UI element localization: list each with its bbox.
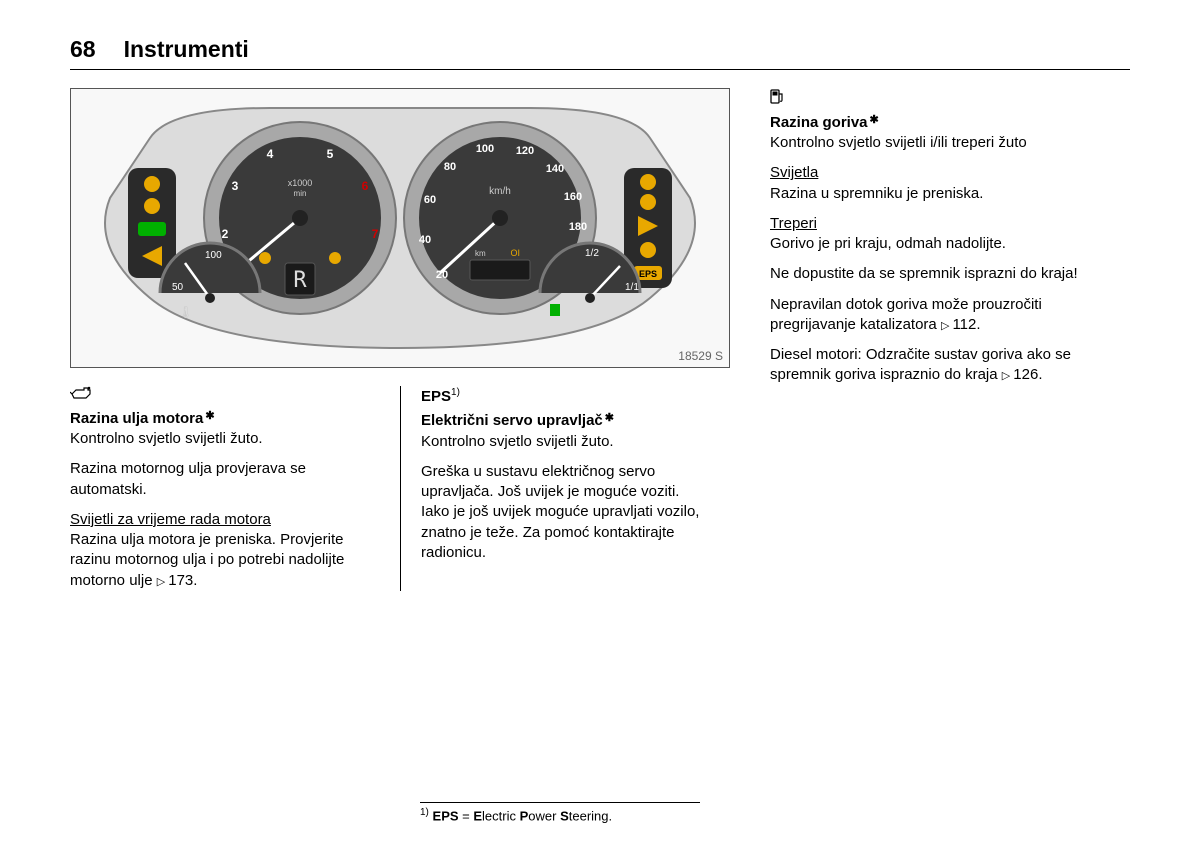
engine-icon xyxy=(144,198,160,214)
fuel-p2: Gorivo je pri kraju, odmah nadolijte. xyxy=(770,234,1110,254)
fuel-pump-icon xyxy=(550,304,560,316)
eps-label: EPS1) xyxy=(421,386,710,407)
fuel-sub2: Treperi xyxy=(770,214,1110,234)
fuel-p4: Nepravilan dotok goriva može prouzročiti… xyxy=(770,295,1110,336)
svg-text:4: 4 xyxy=(267,147,274,161)
eps-p1: Greška u sustavu električnog servo uprav… xyxy=(421,462,710,563)
svg-text:1/2: 1/2 xyxy=(585,248,599,259)
column-fuel: Razina goriva Kontrolno svjetlo svijetli… xyxy=(750,88,1110,591)
instrument-cluster-figure: EPS 1 2 3 4 xyxy=(70,88,730,368)
fuel-p5: Diesel motori: Odzračite sustav goriva a… xyxy=(770,345,1110,386)
cluster-svg: EPS 1 2 3 4 xyxy=(90,98,710,358)
oil-title: Razina ulja motora xyxy=(70,409,380,429)
figure-label: 18529 S xyxy=(678,349,723,363)
fuel-pump-icon xyxy=(770,88,1110,109)
page-header: 68 Instrumenti xyxy=(70,36,1130,70)
svg-text:min: min xyxy=(294,189,307,198)
svg-text:EPS: EPS xyxy=(639,269,657,279)
oil-p2: Razina ulja motora je preniska. Provjeri… xyxy=(70,530,380,591)
svg-text:160: 160 xyxy=(564,191,582,203)
oil-can-icon xyxy=(70,386,380,405)
column-eps: EPS1) Električni servo upravljač Kontrol… xyxy=(400,386,730,591)
svg-text:60: 60 xyxy=(424,194,436,206)
footnote: 1) EPS = Electric Power Steering. xyxy=(420,802,700,823)
belt-icon xyxy=(640,242,656,258)
text-columns: Razina ulja motora Kontrolno svjetlo svi… xyxy=(70,386,750,591)
svg-text:120: 120 xyxy=(516,145,534,157)
svg-text:100: 100 xyxy=(476,143,494,155)
svg-text:40: 40 xyxy=(419,234,431,246)
svg-text:3: 3 xyxy=(232,179,239,193)
oil-can-icon xyxy=(144,176,160,192)
svg-text:1/1: 1/1 xyxy=(625,282,639,293)
svg-text:2: 2 xyxy=(222,227,229,241)
svg-text:20: 20 xyxy=(436,269,448,281)
eco-icon xyxy=(138,222,166,236)
oil-p1: Razina motornog ulja provjerava se autom… xyxy=(70,459,380,500)
content-area: EPS 1 2 3 4 xyxy=(70,88,1130,591)
fuel-sub1: Svijetla xyxy=(770,163,1110,183)
svg-text:180: 180 xyxy=(569,221,587,233)
svg-text:🌡: 🌡 xyxy=(178,305,193,319)
fuel-p3: Ne dopustite da se spremnik isprazni do … xyxy=(770,264,1110,284)
svg-text:OI: OI xyxy=(510,248,520,258)
column-oil: Razina ulja motora Kontrolno svjetlo svi… xyxy=(70,386,400,591)
svg-text:x1000: x1000 xyxy=(288,178,313,188)
eps-title: Električni servo upravljač xyxy=(421,411,710,431)
fuel-line1: Kontrolno svjetlo svijetli i/ili treperi… xyxy=(770,133,1110,153)
svg-text:R: R xyxy=(293,268,307,293)
page-number: 68 xyxy=(70,36,96,63)
abs-icon xyxy=(259,252,271,264)
left-column-block: EPS 1 2 3 4 xyxy=(70,88,750,591)
svg-text:50: 50 xyxy=(172,282,184,293)
oil-line1: Kontrolno svjetlo svijetli žuto. xyxy=(70,429,380,449)
svg-text:5: 5 xyxy=(327,147,334,161)
svg-text:km/h: km/h xyxy=(489,186,511,197)
oil-sub1: Svijetli za vrijeme rada motora xyxy=(70,510,380,530)
airbag-icon xyxy=(329,252,341,264)
page-title: Instrumenti xyxy=(124,36,249,63)
svg-text:6: 6 xyxy=(362,179,369,193)
fuel-p1: Razina u spremniku je preniska. xyxy=(770,184,1110,204)
fuel-title: Razina goriva xyxy=(770,113,1110,133)
engine-warn-icon xyxy=(640,174,656,190)
svg-text:80: 80 xyxy=(444,161,456,173)
brake-icon xyxy=(640,194,656,210)
svg-text:7: 7 xyxy=(372,227,379,241)
svg-text:100: 100 xyxy=(205,250,222,261)
eps-line1: Kontrolno svjetlo svijetli žuto. xyxy=(421,432,710,452)
svg-text:km: km xyxy=(475,249,486,258)
left-warn-panel xyxy=(128,168,176,278)
svg-text:140: 140 xyxy=(546,163,564,175)
